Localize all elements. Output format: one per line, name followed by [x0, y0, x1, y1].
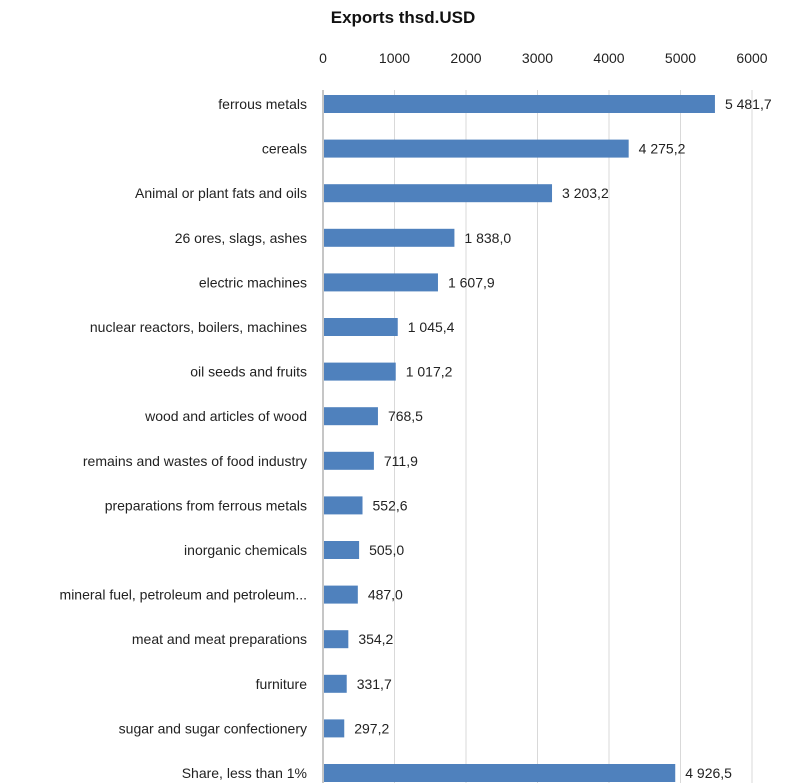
- data-label: 1 838,0: [464, 230, 511, 246]
- data-label: 1 017,2: [406, 364, 453, 380]
- data-label: 768,5: [388, 408, 423, 424]
- data-label: 1 607,9: [448, 274, 495, 290]
- category-label: Share, less than 1%: [182, 765, 307, 781]
- category-label: 26 ores, slags, ashes: [175, 230, 307, 246]
- category-label: remains and wastes of food industry: [83, 453, 307, 469]
- bar: [324, 362, 396, 381]
- bar: [324, 184, 553, 203]
- category-label: ferrous metals: [218, 96, 307, 112]
- category-label: sugar and sugar confectionery: [119, 720, 307, 736]
- chart-title: Exports thsd.USD: [330, 8, 476, 27]
- data-label: 5 481,7: [725, 96, 772, 112]
- x-tick-label: 6000: [736, 50, 767, 66]
- category-label: cereals: [262, 141, 307, 157]
- x-tick-label: 4000: [593, 50, 624, 66]
- bar: [324, 451, 374, 470]
- x-tick-label: 5000: [665, 50, 696, 66]
- data-label: 487,0: [368, 587, 403, 603]
- bar: [324, 318, 398, 336]
- category-label: meat and meat preparations: [132, 631, 307, 647]
- bar: [324, 407, 378, 426]
- category-label: wood and articles of wood: [144, 408, 307, 424]
- data-label: 711,9: [384, 453, 418, 469]
- category-label: furniture: [256, 676, 308, 692]
- category-label: oil seeds and fruits: [190, 364, 307, 380]
- category-label: nuclear reactors, boilers, machines: [90, 319, 307, 335]
- bar: [324, 585, 358, 604]
- data-label: 552,6: [373, 497, 408, 513]
- category-label: mineral fuel, petroleum and petroleum...: [60, 587, 307, 603]
- data-label: 4 926,5: [685, 765, 732, 781]
- bar: [324, 228, 455, 247]
- x-tick-label: 0: [319, 50, 327, 66]
- x-tick-label: 3000: [522, 50, 553, 66]
- data-label: 297,2: [354, 720, 389, 736]
- x-tick-label: 1000: [379, 50, 410, 66]
- data-label: 1 045,4: [408, 319, 455, 335]
- bar: [324, 139, 629, 158]
- data-label: 505,0: [369, 542, 404, 558]
- category-label: inorganic chemicals: [184, 542, 307, 558]
- category-label: preparations from ferrous metals: [105, 497, 307, 513]
- data-label: 354,2: [358, 631, 393, 647]
- data-label: 3 203,2: [562, 185, 609, 201]
- data-label: 331,7: [357, 676, 392, 692]
- category-label: Animal or plant fats and oils: [135, 185, 307, 201]
- bar: [324, 95, 715, 113]
- bar: [324, 496, 363, 515]
- bar: [324, 764, 676, 782]
- x-tick-label: 2000: [450, 50, 481, 66]
- data-label: 4 275,2: [639, 141, 686, 157]
- bar: [324, 674, 347, 693]
- bar: [324, 541, 360, 559]
- bar: [324, 630, 349, 649]
- category-label: electric machines: [199, 274, 307, 290]
- bar: [324, 273, 438, 292]
- bar: [324, 719, 345, 738]
